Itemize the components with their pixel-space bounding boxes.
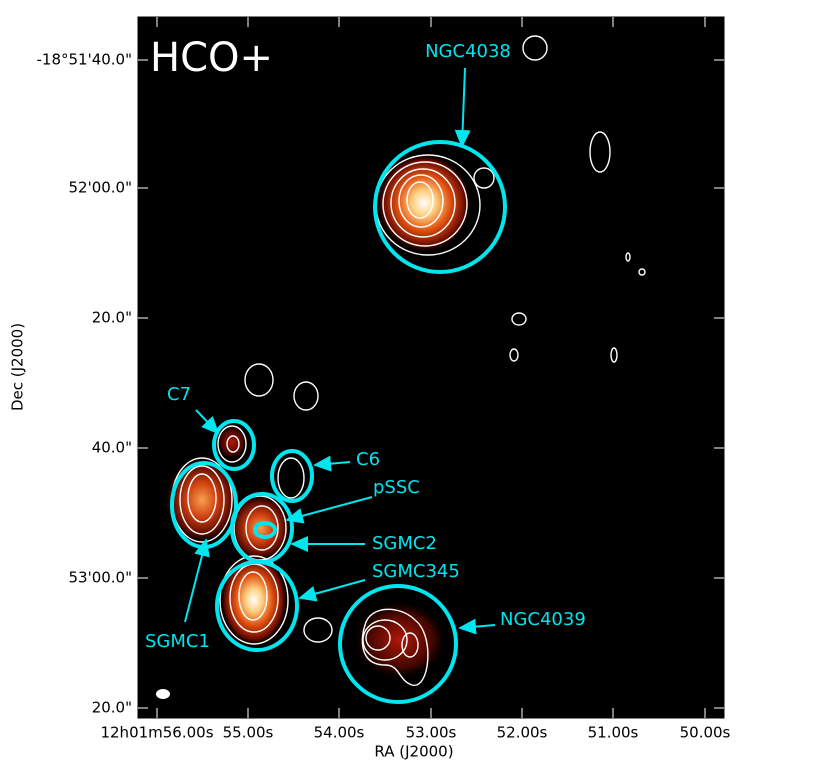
y-tick-label: 40.0" <box>92 439 132 457</box>
y-tick-label: 53'00.0" <box>68 569 132 587</box>
x-tick-label: 53.00s <box>406 724 457 742</box>
panel-label: HCO+ <box>150 35 273 81</box>
x-tick-label: 12h01m56.00s <box>100 724 213 742</box>
y-tick-label: 20.0" <box>92 309 132 327</box>
annotation: NGC4038 <box>425 41 511 62</box>
annotation: C6 <box>356 449 380 470</box>
annotation: NGC4039 <box>500 609 586 630</box>
x-axis-label: RA (J2000) <box>374 743 453 761</box>
x-tick-label: 55.00s <box>223 724 274 742</box>
arrows <box>184 67 496 635</box>
x-tick-label: 52.00s <box>497 724 548 742</box>
x-tick-label: 50.00s <box>680 724 731 742</box>
regions <box>170 140 507 704</box>
axes: 12h01m56.00s 55.00s 54.00s 53.00s 52.00s 51.0… <box>36 17 731 742</box>
x-tick-label: 51.00s <box>588 724 639 742</box>
x-tick-label: 54.00s <box>314 724 365 742</box>
y-tick-label: -18°51'40.0" <box>36 51 132 69</box>
emission <box>376 153 472 253</box>
beam <box>156 689 170 699</box>
annotation: SGMC2 <box>372 533 437 554</box>
annotation: pSSC <box>373 477 420 498</box>
annotations: NGC4038 NGC4039 C7 C6 pSSC SGMC2 SGMC345 SGMC1 <box>145 41 586 652</box>
annotation: C7 <box>167 384 191 405</box>
annotation: SGMC1 <box>145 631 210 652</box>
emission <box>228 494 292 562</box>
emission <box>352 600 448 680</box>
emission <box>164 456 240 544</box>
y-tick-label: 52'00.0" <box>68 179 132 197</box>
y-axis-label: Dec (J2000) <box>9 323 27 411</box>
y-tick-label: 20.0" <box>92 699 132 717</box>
annotation: SGMC345 <box>372 561 460 582</box>
emission <box>216 424 248 460</box>
